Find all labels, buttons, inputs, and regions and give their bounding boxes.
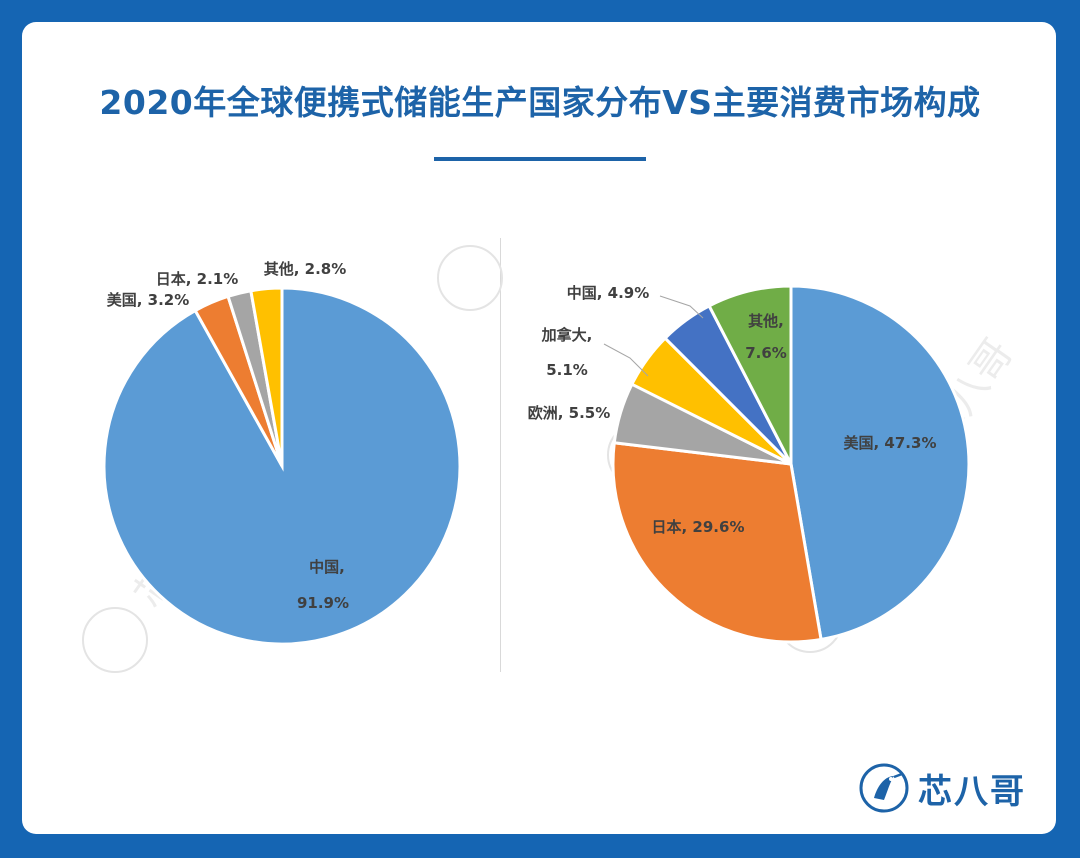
- page-title: 2020年全球便携式储能生产国家分布VS主要消费市场构成: [99, 83, 981, 122]
- pie2-slice-5: [707, 284, 793, 465]
- production-pie-chart: [102, 286, 462, 646]
- pie2-label-europe: 欧洲, 5.5%: [528, 404, 611, 422]
- chart-divider: [500, 238, 501, 672]
- pie2-leader-canada: [603, 343, 649, 377]
- pie2-label-canada: 加拿大,: [541, 326, 593, 344]
- pie1-label-japan: 日本, 2.1%: [156, 270, 239, 288]
- pie1-slice-0: [102, 286, 462, 646]
- brand-name: 芯八哥: [918, 771, 1026, 812]
- kingfisher-logo-icon: [859, 763, 909, 813]
- pie2-value-canada: 5.1%: [546, 361, 588, 379]
- pie1-label-china: 中国,: [309, 558, 345, 576]
- pie2-label-other: 其他,: [748, 312, 784, 330]
- pie1-label-usa: 美国, 3.2%: [107, 291, 190, 309]
- pie2-value-other: 7.6%: [745, 344, 787, 362]
- watermark-logo-icon: [437, 245, 503, 311]
- pie2-slice-0: [789, 284, 971, 642]
- pie-labels: 中国, 91.9% 美国, 3.2% 日本, 2.1% 其他, 2.8% 美国, 47.3…: [107, 260, 937, 612]
- pie2-slice-1: [611, 441, 823, 644]
- pie1-slice-3: [249, 286, 284, 467]
- brand-logo: 芯八哥: [858, 762, 1026, 814]
- watermark-logo-icon: [82, 607, 148, 673]
- pie2-label-china: 中国, 4.9%: [567, 284, 650, 302]
- pie2-label-japan: 日本, 29.6%: [652, 518, 745, 536]
- pie2-leader-china: [659, 295, 704, 319]
- consumption-pie-chart: [611, 284, 971, 644]
- pie2-label-usa: 美国, 47.3%: [844, 434, 937, 452]
- pie1-value-china: 91.9%: [297, 594, 349, 612]
- pie1-label-other: 其他, 2.8%: [264, 260, 347, 278]
- title-underline: [434, 157, 646, 161]
